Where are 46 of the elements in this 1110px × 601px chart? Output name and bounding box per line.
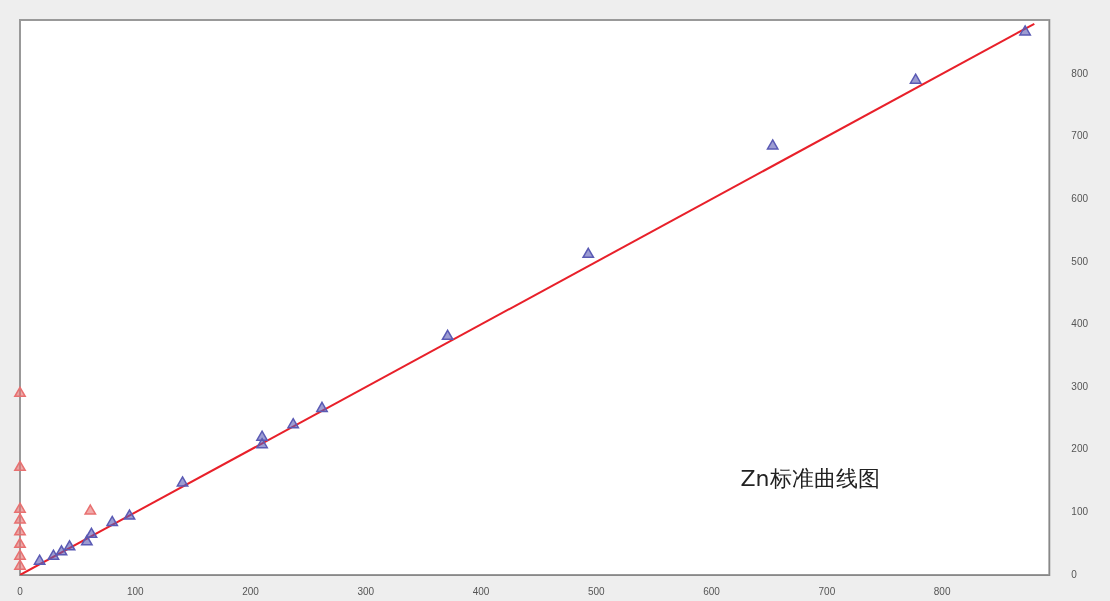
y-tick-label: 700 [1071,130,1089,142]
x-tick-label: 200 [242,585,260,597]
point [582,247,595,259]
y-tick-label: 600 [1071,192,1089,204]
point [84,504,97,515]
x-tick-label: 100 [126,585,145,597]
y-tick-label: 300 [1071,380,1089,392]
point [287,417,300,429]
y-tick-label: 500 [1071,255,1089,267]
point [14,559,26,570]
point [176,476,189,487]
x-tick-label: 700 [818,585,836,597]
y-tick-label: 0 [1071,568,1078,580]
point [316,401,328,413]
point [55,545,68,556]
point [14,502,26,513]
y-tick-label: 200 [1071,443,1089,455]
point [80,535,93,546]
point [909,73,922,84]
x-tick-label: 300 [357,585,375,597]
x-tick-label: 400 [472,585,490,597]
point [47,549,60,560]
x-tick-label: 0 [17,585,24,597]
point [441,329,454,341]
point [766,139,779,150]
point [123,509,136,520]
point [256,437,268,449]
y-tick-label: 400 [1071,318,1089,330]
y-tick-label: 800 [1071,67,1089,79]
x-tick-label: 600 [703,585,721,597]
point [14,525,26,536]
point [33,554,46,565]
x-tick-label: 500 [587,585,606,597]
point [106,515,119,527]
point [14,537,26,549]
point [14,386,26,398]
annotation: Zn标准曲线图 [740,466,880,492]
x-tick-label: 800 [933,585,951,597]
point [14,513,26,524]
point [14,549,26,560]
point [1019,25,1032,36]
y-tick-label: 100 [1071,506,1089,518]
point [14,460,26,472]
point [85,527,98,539]
point [256,430,268,441]
point [63,540,76,551]
